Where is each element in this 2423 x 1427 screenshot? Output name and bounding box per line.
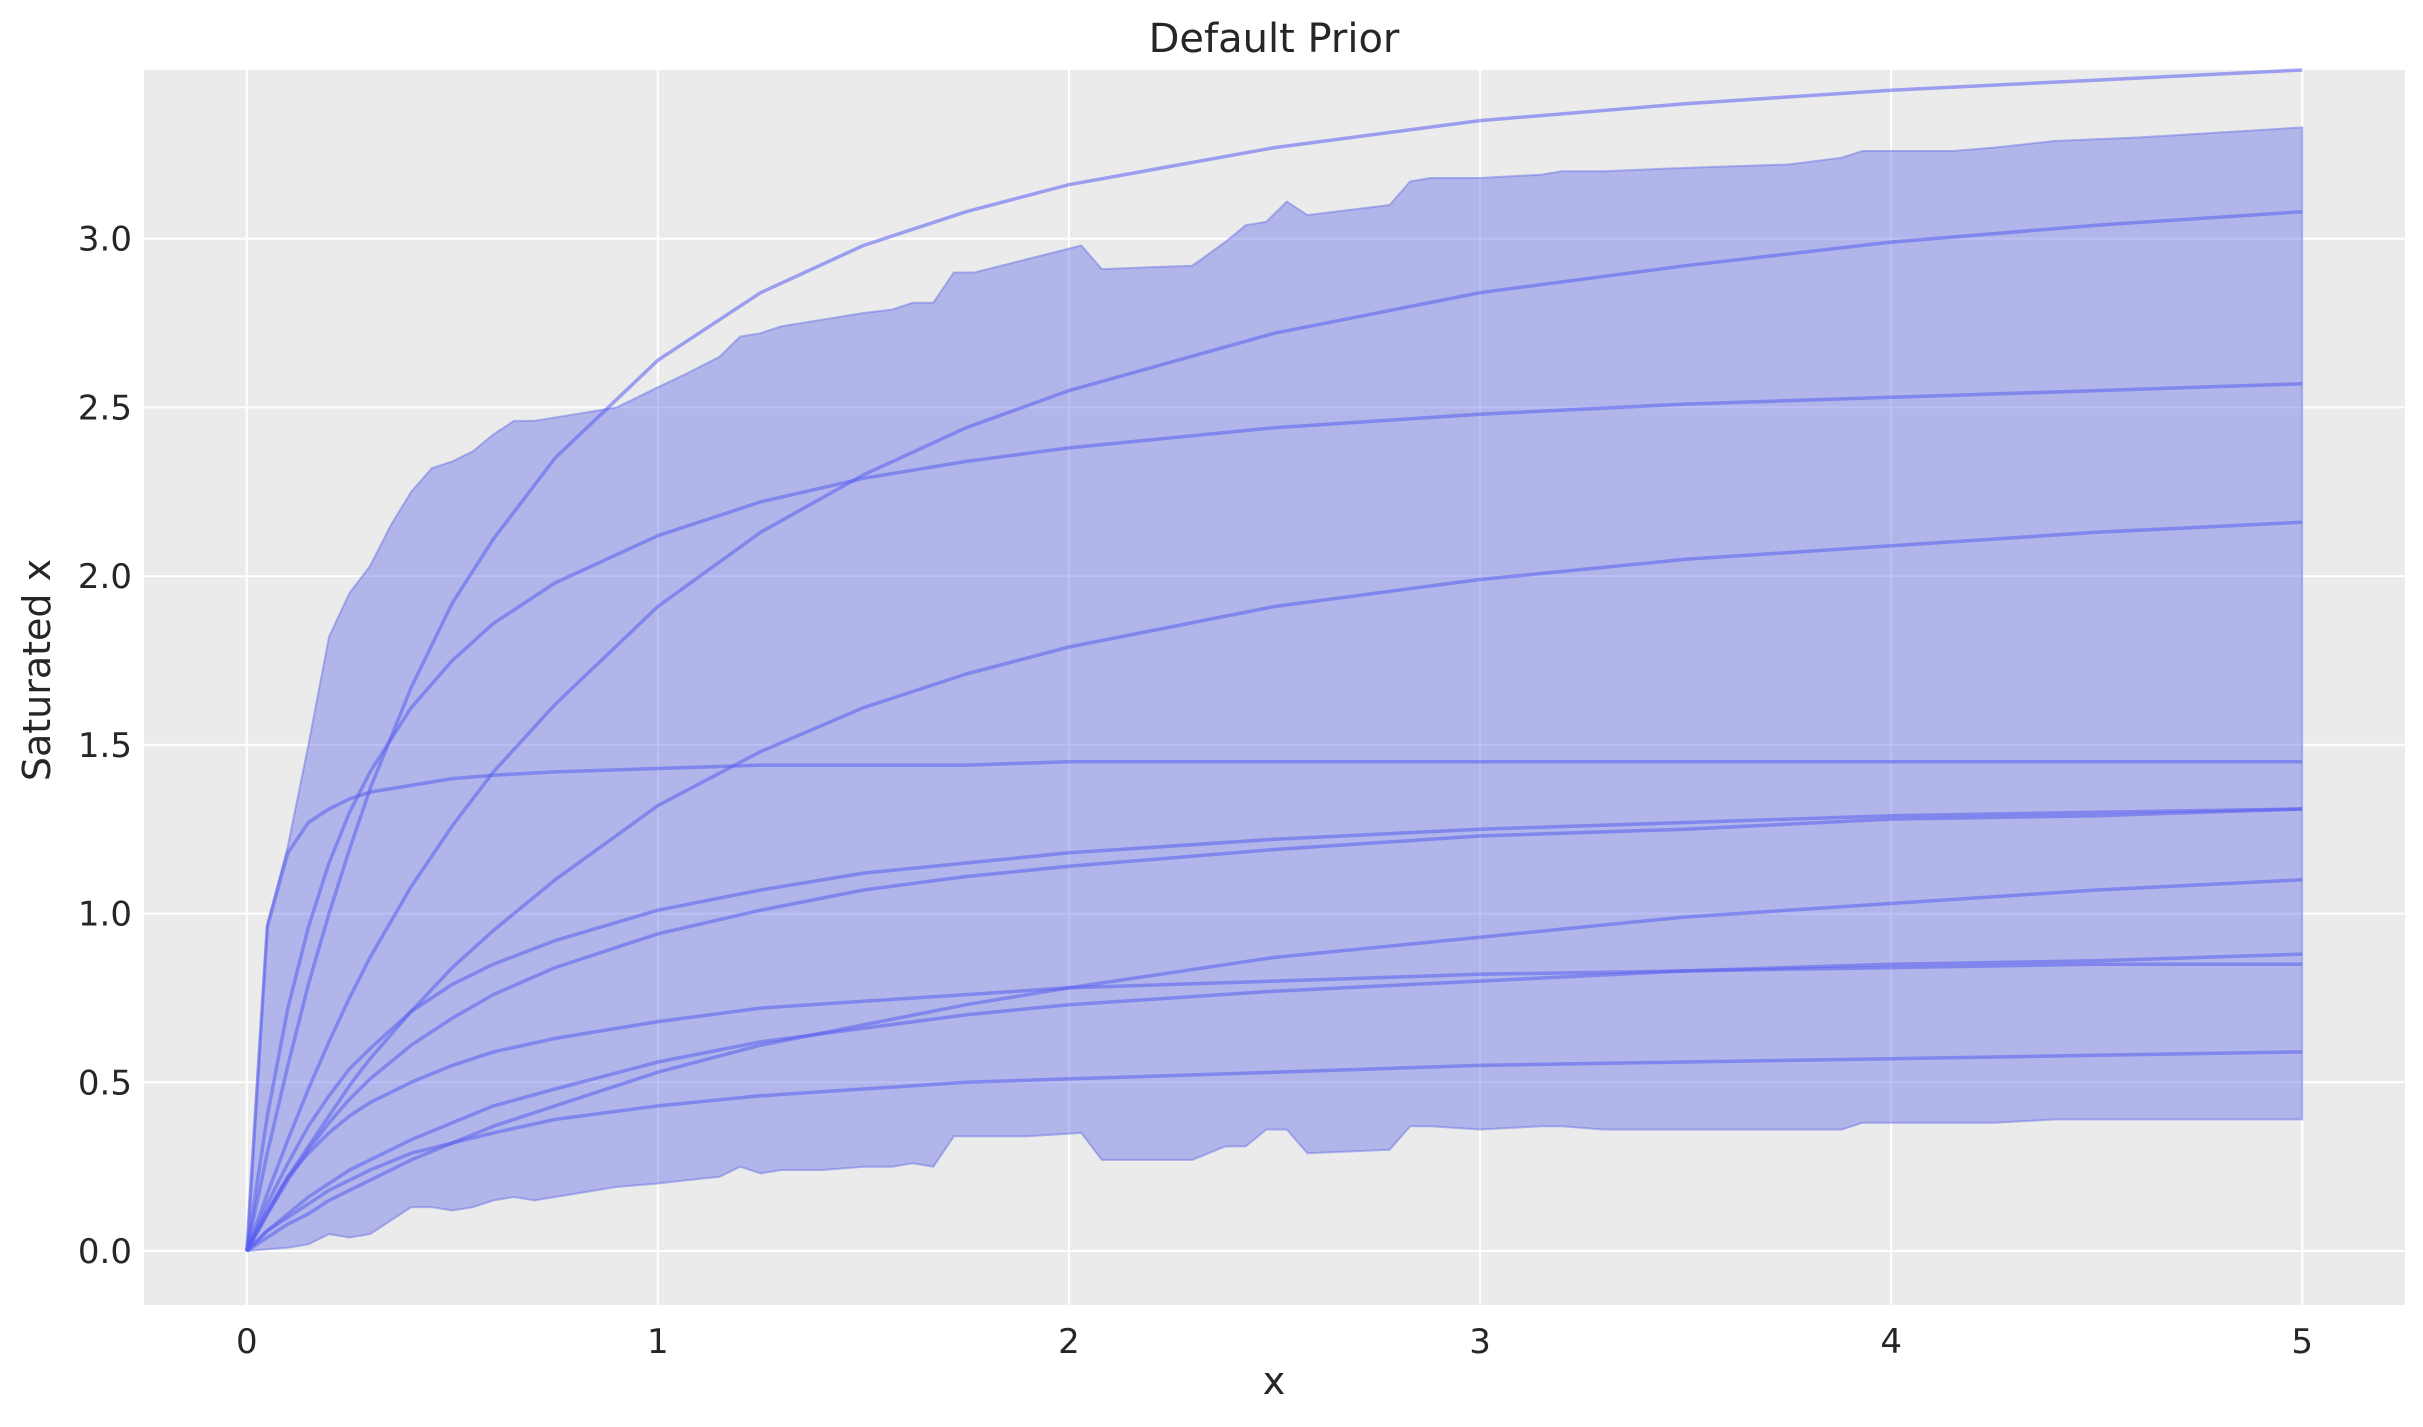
x-tick-labels: 0 1 2 3 4 5	[236, 1322, 2313, 1362]
series-lines	[245, 68, 2303, 1253]
x-axis-label: x	[1263, 1359, 1286, 1403]
series-line-7	[245, 807, 2303, 1252]
y-tick-label: 1.0	[78, 895, 132, 935]
series-line-1	[245, 68, 2303, 1252]
x-tick-label: 2	[1058, 1322, 1080, 1362]
x-tick-label: 0	[236, 1322, 258, 1362]
series-line-4	[245, 520, 2303, 1252]
series-line-10	[245, 952, 2303, 1253]
x-tick-label: 3	[1469, 1322, 1491, 1362]
y-axis-label: Saturated x	[15, 559, 59, 781]
y-tick-labels: 0.0 0.5 1.0 1.5 2.0 2.5 3.0	[78, 220, 132, 1272]
grid	[144, 70, 2405, 1305]
series-line-3	[245, 382, 2303, 1252]
series-line-6	[245, 807, 2303, 1252]
series-line-2	[245, 209, 2303, 1252]
series-line-9	[245, 962, 2303, 1252]
x-tick-label: 4	[1880, 1322, 1902, 1362]
x-tick-label: 5	[2291, 1322, 2313, 1362]
y-tick-label: 0.5	[78, 1063, 132, 1103]
series-line-11	[245, 1050, 2303, 1253]
y-tick-label: 2.5	[78, 388, 132, 428]
series-line-5	[245, 759, 2303, 1252]
y-tick-label: 2.0	[78, 557, 132, 597]
y-tick-label: 0.0	[78, 1232, 132, 1272]
y-tick-label: 1.5	[78, 726, 132, 766]
chart-title: Default Prior	[1149, 16, 1400, 62]
x-tick-label: 1	[647, 1322, 669, 1362]
y-tick-label: 3.0	[78, 220, 132, 260]
series-line-8	[245, 878, 2303, 1253]
